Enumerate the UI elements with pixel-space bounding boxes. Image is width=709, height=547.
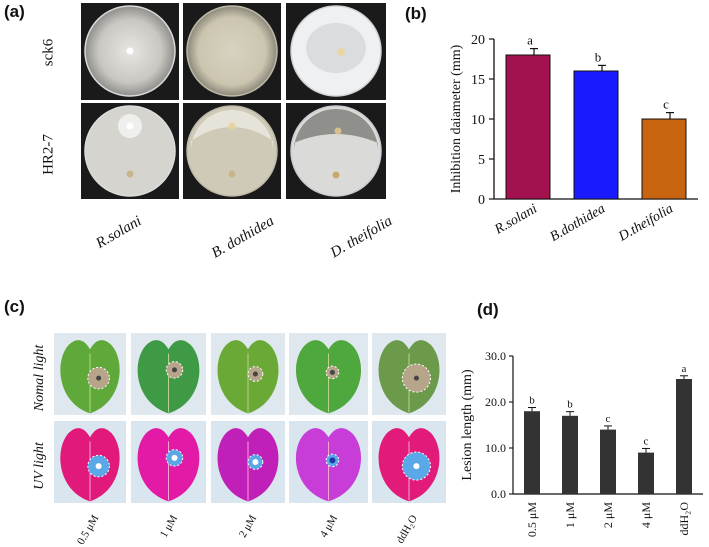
panel-label-c: (c) <box>4 297 25 316</box>
leaf-uv-light <box>372 421 446 503</box>
treatment-label: 1 μM <box>157 513 180 540</box>
leaf-normal-light <box>372 333 446 415</box>
treatment-label: 2 μM <box>236 513 260 540</box>
organism-label-dtheifolia: D. theifolia <box>327 213 395 262</box>
y-axis-label: Inhibition daiameter (mm) <box>449 44 464 193</box>
row-label-normal-light: Nomal light <box>32 344 47 412</box>
significance-letter: a <box>527 33 533 48</box>
significance-letter: c <box>644 435 649 447</box>
treatment-label: 4 μM <box>317 513 340 540</box>
bar <box>524 411 540 494</box>
organism-label-rsolani: R.solani <box>93 213 145 252</box>
significance-letter: b <box>567 399 573 411</box>
dish-sck6-bdothidea <box>183 3 281 100</box>
row-label-hr2-7: HR2-7 <box>40 134 57 175</box>
row-label-sck6: sck6 <box>40 38 57 67</box>
leaf-normal-light <box>289 333 368 415</box>
treatment-label: 0.5 μM <box>74 513 102 547</box>
dish-hr2-7-bdothidea <box>183 103 281 199</box>
significance-letter: c <box>663 97 669 112</box>
bar <box>638 452 654 494</box>
x-category-label: D.theifolia <box>615 201 676 245</box>
leaf-normal-light <box>211 333 285 415</box>
significance-letter: b <box>529 395 535 407</box>
leaf-uv-light <box>54 421 126 503</box>
x-category-label: B.dothidea <box>548 201 608 245</box>
y-axis-label: Lesion length (mm) <box>460 369 475 481</box>
dish-sck6-dtheifolia <box>286 3 386 100</box>
x-category-label: 4 μM <box>639 502 653 528</box>
significance-letter: c <box>606 413 611 425</box>
significance-letter: b <box>595 49 602 64</box>
bar <box>562 415 578 494</box>
y-tick-label: 20 <box>471 33 485 48</box>
significance-letter: a <box>682 363 687 375</box>
x-category-label: R.solani <box>492 201 541 238</box>
panel-label-a: (a) <box>4 2 25 21</box>
bar <box>505 54 551 200</box>
y-tick-label: 10 <box>471 113 485 128</box>
y-tick-label: 10.0 <box>485 441 506 455</box>
x-category-label: 2 μM <box>601 502 615 528</box>
bar <box>676 379 692 494</box>
y-tick-label: 0.0 <box>491 487 506 501</box>
chart-inhibition-diameter: 0 5 10 15 20 Inhibition daiameter (mm) a R.sola… <box>449 33 698 245</box>
bar <box>573 70 619 200</box>
organism-label-bdothidea: B. dothidea <box>208 213 277 262</box>
panel-label-b: (b) <box>405 4 427 23</box>
bar <box>600 429 616 494</box>
y-tick-label: 30.0 <box>485 349 506 363</box>
y-tick-label: 15 <box>471 73 485 88</box>
leaf-uv-light <box>211 421 285 503</box>
x-category-label: ddH₂O <box>677 502 691 536</box>
leaf-uv-light <box>131 421 206 503</box>
leaf-uv-light <box>289 421 368 503</box>
chart-lesion-length: 0.0 10.0 20.0 30.0 Lesion length (mm) b 0.5 μM… <box>460 349 703 537</box>
dish-hr2-7-dtheifolia <box>286 103 386 199</box>
leaf-normal-light <box>54 333 126 415</box>
row-label-uv-light: UV light <box>32 442 47 490</box>
y-tick-label: 20.0 <box>485 395 506 409</box>
panel-label-d: (d) <box>477 300 499 319</box>
dish-hr2-7-rsolani <box>81 103 179 199</box>
dish-sck6-rsolani <box>81 3 179 100</box>
leaf-normal-light <box>131 333 206 415</box>
treatment-label: ddH₂O <box>394 513 421 546</box>
x-category-label: 1 μM <box>563 502 577 528</box>
y-tick-label: 5 <box>478 153 485 168</box>
bar <box>641 118 687 200</box>
y-tick-label: 0 <box>478 193 485 208</box>
x-category-label: 0.5 μM <box>525 502 539 537</box>
